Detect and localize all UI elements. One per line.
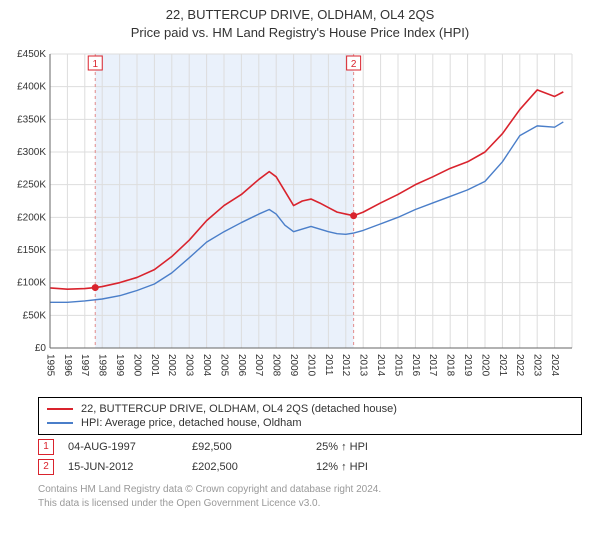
svg-text:1997: 1997 bbox=[79, 354, 90, 377]
svg-text:2000: 2000 bbox=[131, 354, 142, 377]
svg-text:2023: 2023 bbox=[532, 354, 543, 377]
svg-text:2011: 2011 bbox=[323, 354, 334, 376]
svg-text:1998: 1998 bbox=[97, 354, 108, 377]
footer: Contains HM Land Registry data © Crown c… bbox=[38, 483, 582, 510]
sale-price: £202,500 bbox=[192, 461, 302, 473]
svg-text:2001: 2001 bbox=[149, 354, 160, 377]
svg-text:£100K: £100K bbox=[17, 278, 46, 289]
svg-text:2021: 2021 bbox=[497, 354, 508, 377]
footer-line-1: Contains HM Land Registry data © Crown c… bbox=[38, 483, 582, 497]
svg-text:2008: 2008 bbox=[271, 354, 282, 377]
sale-date: 04-AUG-1997 bbox=[68, 441, 178, 453]
svg-text:2002: 2002 bbox=[166, 354, 177, 377]
svg-text:1995: 1995 bbox=[44, 354, 55, 377]
svg-text:2016: 2016 bbox=[410, 354, 421, 377]
svg-text:1999: 1999 bbox=[114, 354, 125, 377]
svg-text:2015: 2015 bbox=[392, 354, 403, 377]
sale-marker-box: 1 bbox=[38, 439, 54, 455]
svg-text:£250K: £250K bbox=[17, 180, 46, 191]
legend-label: 22, BUTTERCUP DRIVE, OLDHAM, OL4 2QS (de… bbox=[81, 403, 397, 415]
sale-date: 15-JUN-2012 bbox=[68, 461, 178, 473]
title-block: 22, BUTTERCUP DRIVE, OLDHAM, OL4 2QS Pri… bbox=[0, 0, 600, 44]
svg-text:2: 2 bbox=[351, 59, 357, 70]
sale-marker-box: 2 bbox=[38, 459, 54, 475]
svg-text:1996: 1996 bbox=[62, 354, 73, 377]
svg-text:2013: 2013 bbox=[358, 354, 369, 377]
sales-table: 1 04-AUG-1997 £92,500 25% ↑ HPI 2 15-JUN-2012… bbox=[0, 439, 600, 475]
svg-text:2022: 2022 bbox=[514, 354, 525, 377]
title-line-1: 22, BUTTERCUP DRIVE, OLDHAM, OL4 2QS bbox=[0, 6, 600, 24]
chart-svg: £0 £50K £100K £150K £200K £250K £300K £350K £400… bbox=[8, 48, 580, 388]
sale-row: 2 15-JUN-2012 £202,500 12% ↑ HPI bbox=[38, 459, 582, 475]
svg-text:£200K: £200K bbox=[17, 213, 46, 224]
svg-text:£350K: £350K bbox=[17, 115, 46, 126]
svg-text:2003: 2003 bbox=[184, 354, 195, 377]
svg-text:2020: 2020 bbox=[479, 354, 490, 377]
svg-text:2004: 2004 bbox=[201, 354, 212, 377]
svg-text:2009: 2009 bbox=[288, 354, 299, 377]
legend-swatch bbox=[47, 408, 73, 410]
price-chart: £0 £50K £100K £150K £200K £250K £300K £350K £400… bbox=[8, 48, 592, 391]
svg-text:2024: 2024 bbox=[549, 354, 560, 377]
svg-text:2019: 2019 bbox=[462, 354, 473, 377]
sale-price: £92,500 bbox=[192, 441, 302, 453]
sale-vs-hpi: 12% ↑ HPI bbox=[316, 461, 426, 473]
svg-text:2010: 2010 bbox=[305, 354, 316, 377]
sale-vs-hpi: 25% ↑ HPI bbox=[316, 441, 426, 453]
svg-text:2018: 2018 bbox=[445, 354, 456, 377]
svg-text:2012: 2012 bbox=[340, 354, 351, 377]
svg-text:2005: 2005 bbox=[218, 354, 229, 377]
sale-row: 1 04-AUG-1997 £92,500 25% ↑ HPI bbox=[38, 439, 582, 455]
legend: 22, BUTTERCUP DRIVE, OLDHAM, OL4 2QS (de… bbox=[38, 397, 582, 435]
footer-line-2: This data is licensed under the Open Gov… bbox=[38, 497, 582, 511]
svg-text:£300K: £300K bbox=[17, 147, 46, 158]
svg-text:£150K: £150K bbox=[17, 245, 46, 256]
svg-text:£0: £0 bbox=[35, 343, 47, 354]
legend-swatch bbox=[47, 422, 73, 424]
svg-text:2007: 2007 bbox=[253, 354, 264, 377]
svg-text:£450K: £450K bbox=[17, 49, 46, 60]
legend-item: 22, BUTTERCUP DRIVE, OLDHAM, OL4 2QS (de… bbox=[47, 402, 573, 416]
title-line-2: Price paid vs. HM Land Registry's House … bbox=[0, 24, 600, 42]
svg-text:1: 1 bbox=[92, 59, 98, 70]
svg-text:2017: 2017 bbox=[427, 354, 438, 377]
svg-text:£50K: £50K bbox=[23, 311, 47, 322]
svg-text:2006: 2006 bbox=[236, 354, 247, 377]
legend-item: HPI: Average price, detached house, Oldh… bbox=[47, 416, 573, 430]
legend-label: HPI: Average price, detached house, Oldh… bbox=[81, 417, 302, 429]
svg-text:£400K: £400K bbox=[17, 82, 46, 93]
svg-text:2014: 2014 bbox=[375, 354, 386, 377]
page: 22, BUTTERCUP DRIVE, OLDHAM, OL4 2QS Pri… bbox=[0, 0, 600, 510]
